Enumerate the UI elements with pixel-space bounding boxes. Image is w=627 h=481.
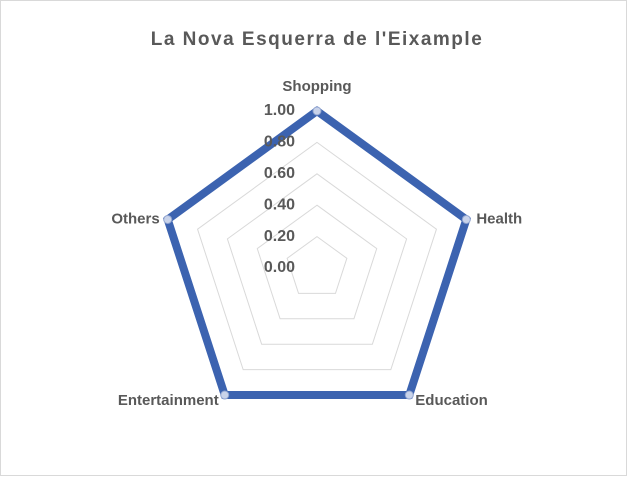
grid-line bbox=[196, 141, 438, 371]
category-label: Shopping bbox=[282, 78, 351, 95]
category-label: Education bbox=[415, 392, 488, 409]
data-point bbox=[404, 390, 414, 400]
category-label: Others bbox=[111, 210, 159, 227]
data-point bbox=[312, 106, 322, 116]
y-tick-label: 0.40 bbox=[264, 196, 295, 213]
data-point bbox=[220, 390, 230, 400]
data-point bbox=[461, 214, 471, 224]
y-tick-label: 0.20 bbox=[264, 228, 295, 245]
grid-line bbox=[226, 173, 408, 345]
y-tick-label: 1.00 bbox=[264, 102, 295, 119]
y-tick-label: 0.80 bbox=[264, 134, 295, 151]
grid-line bbox=[256, 204, 378, 320]
y-tick-label: 0.60 bbox=[264, 165, 295, 182]
category-label: Health bbox=[476, 210, 522, 227]
y-tick-label: 0.00 bbox=[264, 259, 295, 276]
grid-line bbox=[286, 235, 348, 294]
series-line bbox=[162, 106, 472, 400]
data-point bbox=[163, 214, 173, 224]
category-label: Entertainment bbox=[118, 392, 219, 409]
chart-title: La Nova Esquerra de l'Eixample bbox=[151, 29, 484, 50]
